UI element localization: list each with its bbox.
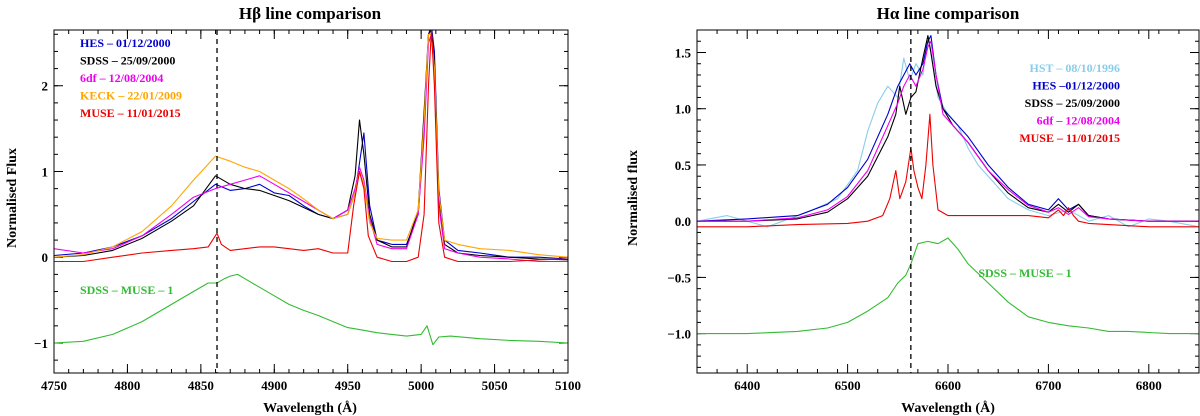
y-axis-label: Normalised flux: [626, 150, 641, 246]
chart-halpha: Hα line comparison Wavelength (Å) Normal…: [626, 4, 1200, 416]
plot-frame: [53, 29, 569, 374]
x-tick-label: 4850: [188, 378, 214, 393]
series-line-hst-08-10-1996: [697, 35, 1199, 228]
legend-entry: 6df – 12/08/2004: [80, 71, 163, 85]
chart-hbeta: Hβ line comparison Wavelength (Å) Normal…: [5, 4, 581, 416]
x-tick-label: 6400: [734, 378, 760, 393]
series-line-sdss-muse-1: [697, 237, 1199, 335]
series-line-sdss-muse-1: [54, 273, 568, 346]
legend-entry: KECK – 22/01/2009: [80, 89, 182, 103]
chart-title: Hα line comparison: [877, 4, 1020, 23]
plot-frame: [696, 29, 1200, 374]
y-tick-label: −1.0: [667, 327, 691, 342]
x-axis-label: Wavelength (Å): [901, 400, 995, 416]
plot-area: [54, 30, 568, 373]
series-line-muse-11-01-2015: [54, 30, 568, 263]
x-tick-label: 6700: [1035, 378, 1061, 393]
plot-area: [697, 30, 1199, 373]
y-tick-label: 0: [42, 250, 49, 265]
y-tick-label: 1.0: [675, 102, 691, 117]
x-tick-label: 4900: [261, 378, 287, 393]
legend-entry: HES – 01/12/2000: [80, 36, 171, 50]
series-line-sdss-25-09-2000: [697, 35, 1199, 222]
difference-annotation: SDSS – MUSE – 1: [80, 283, 173, 297]
y-tick-label: 0.0: [675, 214, 691, 229]
difference-annotation: SDSS – MUSE – 1: [978, 266, 1071, 280]
legend-entry: SDSS – 25/09/2000: [80, 54, 175, 68]
x-tick-label: 6800: [1136, 378, 1162, 393]
x-axis-label: Wavelength (Å): [263, 400, 357, 416]
legend-entry: 6df – 12/08/2004: [1037, 114, 1120, 128]
x-tick-label: 4800: [114, 378, 140, 393]
legend-entry: MUSE – 11/01/2015: [80, 106, 181, 120]
x-tick-label: 6600: [935, 378, 961, 393]
series-line-6df-12-08-2004: [697, 40, 1199, 222]
series-line-muse-11-01-2015: [697, 113, 1199, 228]
y-tick-label: −0.5: [667, 270, 691, 285]
series-line-keck-22-01-2009: [54, 33, 568, 258]
x-tick-label: 5050: [482, 378, 508, 393]
x-tick-label: 5000: [408, 378, 434, 393]
y-tick-label: −1: [34, 336, 48, 351]
series-line-hes-01-12-2000: [697, 35, 1199, 222]
y-tick-label: 0.5: [675, 158, 692, 173]
x-tick-label: 4950: [335, 378, 361, 393]
legend-entry: SDSS – 25/09/2000: [1025, 96, 1120, 110]
series-line-6df-12-08-2004: [54, 33, 568, 263]
legend-entry: HST – 08/10/1996: [1030, 61, 1120, 75]
legend-entry: HES –01/12/2000: [1032, 79, 1120, 93]
y-tick-label: 2: [42, 79, 49, 94]
x-tick-label: 6500: [835, 378, 861, 393]
y-tick-label: 1: [42, 164, 49, 179]
y-axis-label: Normalised Flux: [5, 148, 20, 248]
legend-entry: MUSE – 11/01/2015: [1019, 131, 1120, 145]
x-tick-label: 5100: [555, 378, 581, 393]
y-tick-label: 1.5: [675, 45, 692, 60]
chart-title: Hβ line comparison: [239, 4, 382, 23]
x-tick-label: 4750: [41, 378, 67, 393]
